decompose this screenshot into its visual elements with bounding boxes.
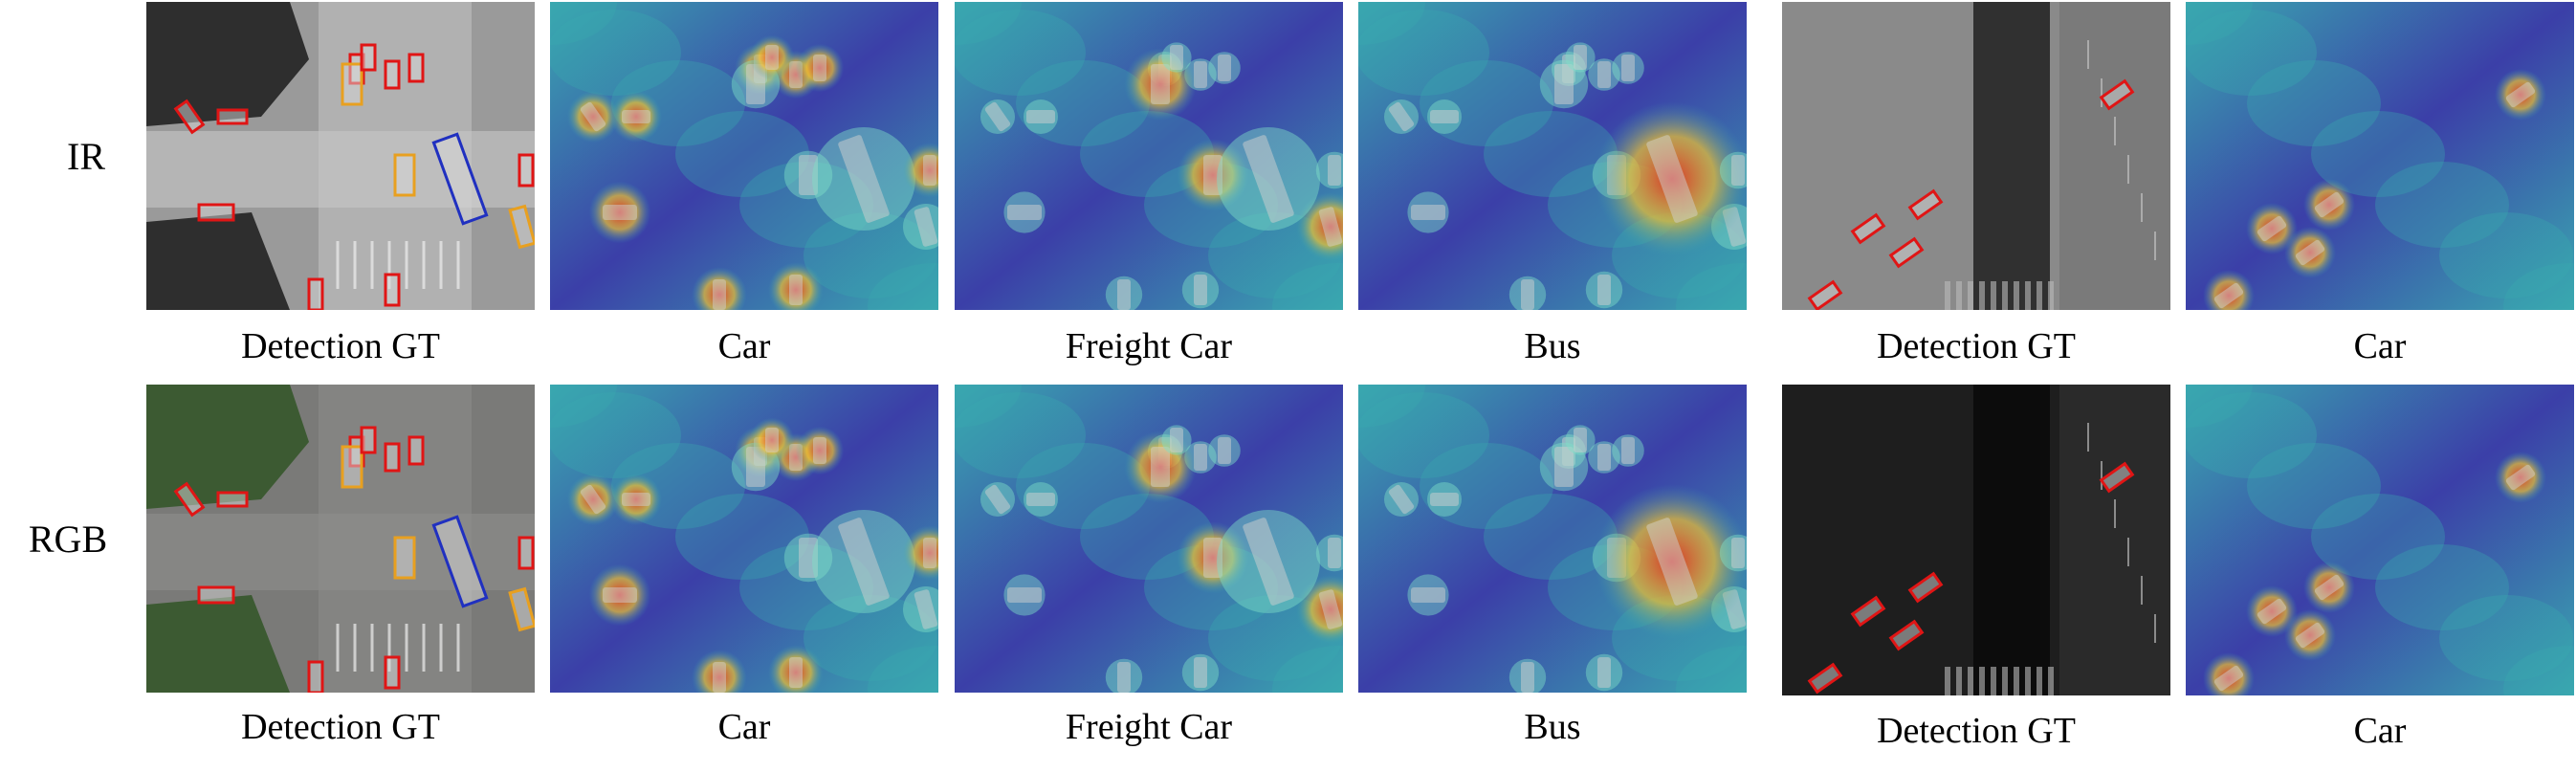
heatmap-svg: [1358, 2, 1747, 310]
ir-road-detection-gt-image: [1782, 2, 2170, 310]
detection-image-svg: [146, 2, 535, 310]
row-label-rgb: RGB: [28, 518, 108, 561]
heatmap-svg: [550, 2, 938, 310]
rgb-car-heatmap: [550, 385, 938, 693]
caption-ir-road-car: Car: [2353, 326, 2407, 366]
rgb-bus-heatmap: [1358, 385, 1747, 693]
caption-ir-car: Car: [717, 326, 771, 366]
heatmap-svg: [955, 385, 1343, 693]
rgb-road-car-heatmap: [2186, 385, 2574, 695]
caption-rgb-road-car: Car: [2353, 711, 2407, 751]
ir-bus-heatmap: [1358, 2, 1747, 310]
detection-image-svg: [1782, 2, 2170, 310]
heatmap-svg: [1358, 385, 1747, 693]
ir-detection-gt-image: [146, 2, 535, 310]
caption-ir-freight-car: Freight Car: [1065, 326, 1233, 366]
caption-rgb-road-detection-gt: Detection GT: [1877, 711, 2076, 751]
ir-road-car-heatmap: [2186, 2, 2574, 310]
rgb-road-detection-gt-image: [1782, 385, 2170, 695]
caption-rgb-car: Car: [717, 707, 771, 747]
caption-ir-road-detection-gt: Detection GT: [1877, 326, 2076, 366]
heatmap-svg: [550, 385, 938, 693]
heatmap-svg: [955, 2, 1343, 310]
rgb-freight-car-heatmap: [955, 385, 1343, 693]
caption-ir-detection-gt: Detection GT: [241, 326, 440, 366]
caption-rgb-detection-gt: Detection GT: [241, 707, 440, 747]
detection-image-svg: [146, 385, 535, 693]
ir-freight-car-heatmap: [955, 2, 1343, 310]
row-label-ir: IR: [67, 135, 105, 178]
heatmap-svg: [2186, 385, 2574, 695]
detection-image-svg: [1782, 385, 2170, 695]
rgb-detection-gt-image: [146, 385, 535, 693]
caption-ir-bus: Bus: [1524, 326, 1581, 366]
heatmap-svg: [2186, 2, 2574, 310]
ir-car-heatmap: [550, 2, 938, 310]
caption-rgb-bus: Bus: [1524, 707, 1581, 747]
caption-rgb-freight-car: Freight Car: [1065, 707, 1233, 747]
